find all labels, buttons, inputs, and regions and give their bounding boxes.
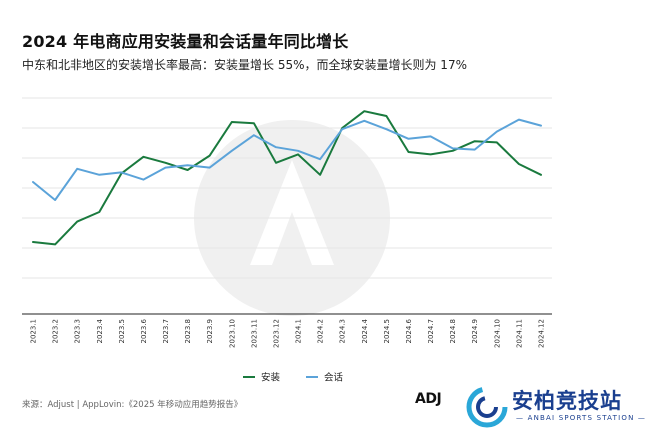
series-line-1 — [32, 118, 542, 201]
brand-name: 安柏竞技站 — [512, 389, 622, 413]
x-tick-label: 2023.2 — [52, 319, 60, 344]
x-tick-label: 2024.8 — [449, 319, 457, 344]
x-tick-label: 2024.5 — [383, 319, 391, 344]
x-tick-label: 2024.2 — [317, 319, 325, 344]
legend-label-1: 会话 — [324, 372, 344, 384]
x-tick-label: 2024.4 — [361, 318, 369, 343]
x-tick-label: 2023.6 — [140, 318, 148, 343]
brand-subtitle: — ANBAI SPORTS STATION — — [516, 414, 647, 422]
source-note: 来源：Adjust | AppLovin:《2025 年移动应用趋势报告》 — [22, 400, 243, 410]
x-tick-label: 2023.1 — [30, 319, 38, 344]
x-tick-label: 2023.4 — [96, 318, 104, 343]
brand-logo-icon — [466, 386, 508, 428]
x-tick-label: 2024.3 — [339, 319, 347, 344]
x-tick-label: 2023.8 — [184, 319, 192, 344]
adj-logo: ADJ — [415, 391, 442, 407]
chart-subtitle: 中东和北非地区的安装增长率最高：安装量增长 55%，而全球安装量增长则为 17% — [22, 58, 467, 72]
x-tick-label: 2023.5 — [118, 319, 126, 344]
x-tick-label: 2024.1 — [295, 319, 303, 344]
x-tick-label: 2023.9 — [206, 319, 214, 344]
x-tick-label: 2024.7 — [427, 319, 435, 344]
x-tick-label: 2024.6 — [405, 318, 413, 343]
x-tick-label: 2023.3 — [74, 319, 82, 344]
x-tick-label: 2024.9 — [471, 319, 479, 344]
x-tick-label: 2023.7 — [162, 319, 170, 344]
x-tick-label: 2024.10 — [493, 319, 501, 348]
x-tick-label: 2023.10 — [228, 319, 236, 348]
chart-title: 2024 年电商应用安装量和会话量年同比增长 — [22, 32, 349, 51]
legend-label-0: 安装 — [261, 372, 281, 384]
x-tick-label: 2024.12 — [538, 319, 546, 348]
x-tick-label: 2024.11 — [515, 319, 523, 348]
x-tick-label: 2023.11 — [250, 319, 258, 348]
x-tick-label: 2023.12 — [273, 319, 281, 348]
